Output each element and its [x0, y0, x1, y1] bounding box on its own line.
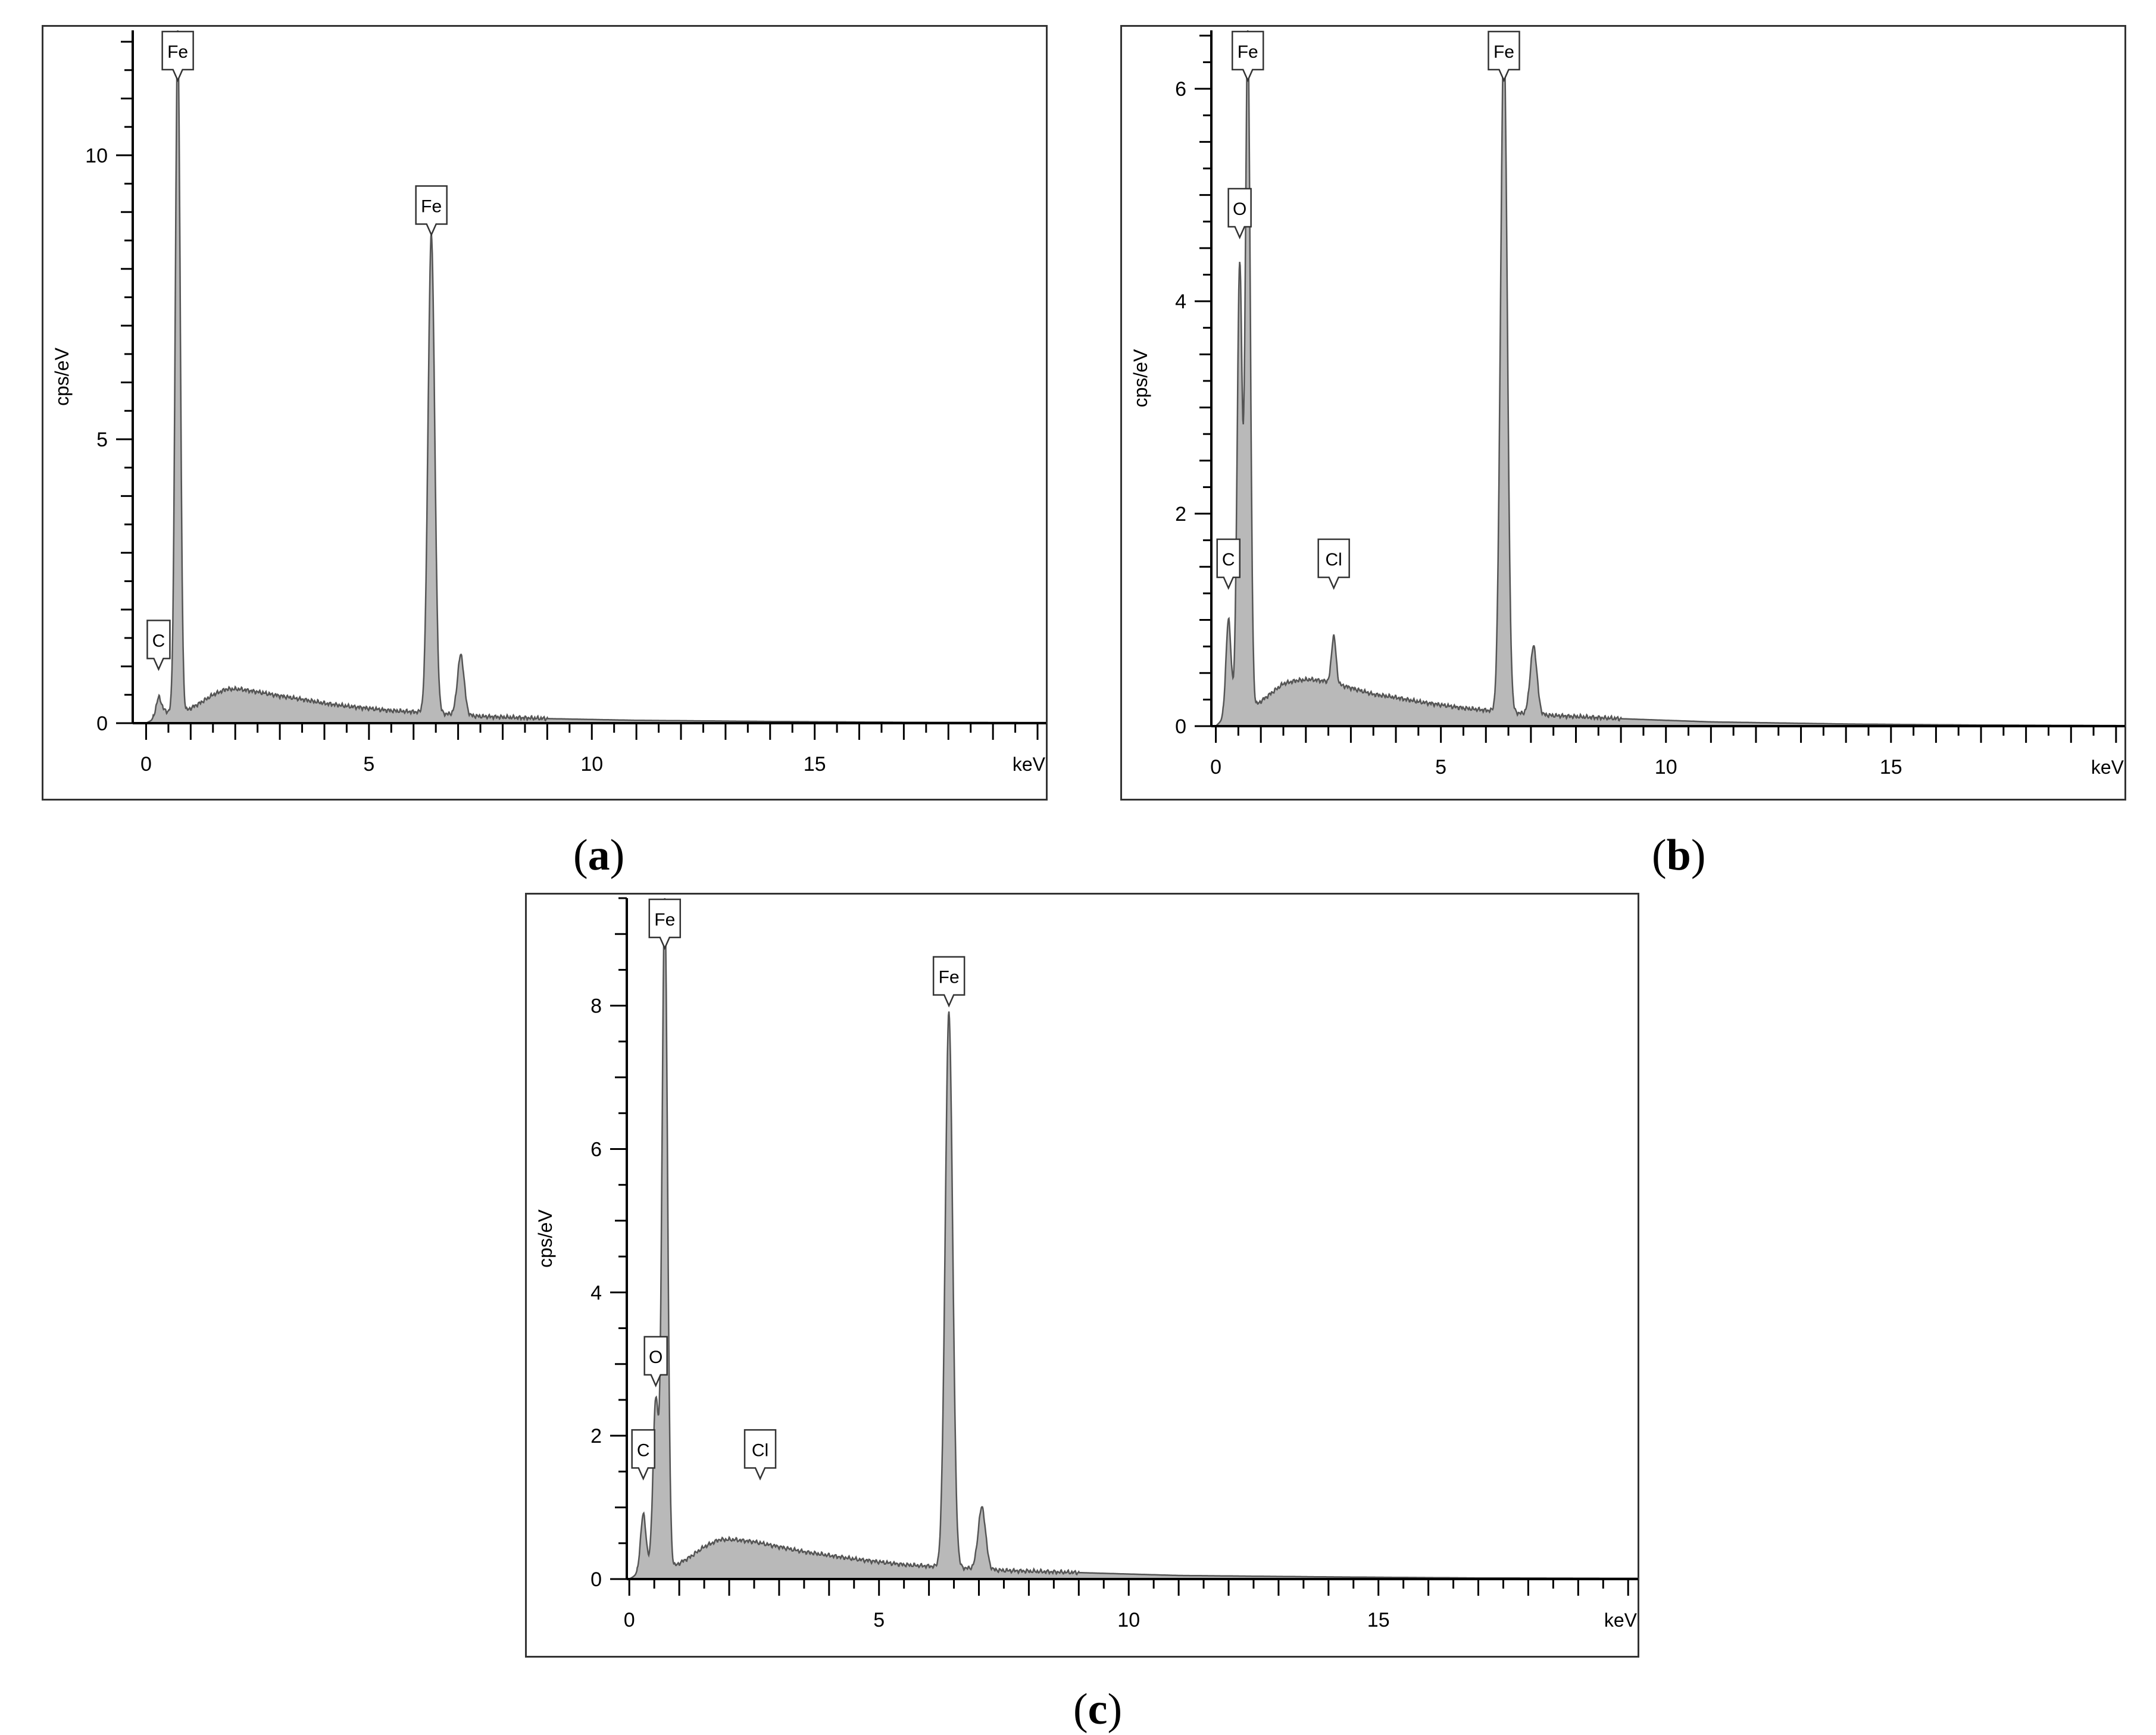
peak-label-text: Fe	[654, 910, 675, 930]
peak-label-text: C	[1222, 550, 1235, 570]
x-tick-label-a: 10	[580, 753, 603, 776]
peak-label-text: Fe	[167, 42, 188, 62]
caption-a-letter: a	[588, 831, 610, 880]
y-tick-label-b: 6	[1175, 78, 1186, 101]
peak-label-box	[146, 620, 171, 671]
x-tick-label-b: 0	[1210, 756, 1221, 779]
y-tick-label-c: 8	[590, 995, 602, 1018]
x-tick-label-c: 5	[873, 1609, 885, 1631]
caption-c: (c)	[1073, 1684, 1122, 1735]
peak-label-text: Fe	[1238, 42, 1258, 62]
caption-a-open: (	[573, 831, 588, 880]
y-tick-label-a: 0	[96, 712, 108, 735]
peak-label-box	[643, 1336, 668, 1387]
x-tick-label-b: 5	[1435, 756, 1446, 779]
peak-label-c-cl: Cl	[743, 1429, 777, 1481]
peak-label-box	[161, 30, 194, 83]
y-tick-label-b: 4	[1175, 290, 1186, 313]
y-axis-label-c: cps/eV	[535, 1209, 556, 1267]
caption-b-letter: b	[1666, 831, 1691, 880]
x-tick-label-b: 15	[1880, 756, 1902, 779]
peak-label-a-fe: Fe	[415, 185, 448, 237]
peak-label-text: Fe	[939, 968, 960, 987]
peak-label-c-fe: Fe	[932, 956, 965, 1008]
peak-label-box	[631, 1429, 655, 1481]
x-axis-label-b: keV	[2091, 756, 2124, 778]
peak-label-box	[1231, 30, 1264, 83]
y-tick-label-a: 10	[85, 145, 108, 167]
peak-label-box	[648, 898, 682, 951]
peak-label-c-o: O	[643, 1336, 668, 1387]
spectrum-area-a	[145, 30, 1048, 724]
caption-a-close: )	[610, 831, 625, 880]
x-tick-label-a: 15	[804, 753, 826, 776]
spectrum-area-c	[629, 898, 1639, 1580]
chart-b-svg: 0 5 10 15 keV 0 2 4 6 cps/eV C O Fe Cl Fe	[1130, 30, 2126, 779]
peak-label-b-fe: Fe	[1488, 30, 1520, 83]
x-tick-label-c: 15	[1367, 1609, 1390, 1631]
y-tick-label-c: 2	[590, 1425, 602, 1448]
caption-b: (b)	[1652, 830, 1705, 881]
caption-a: (a)	[573, 830, 624, 881]
y-tick-label-b: 2	[1175, 503, 1186, 526]
x-tick-label-a: 0	[140, 753, 152, 776]
chart-panel-c: 0 5 10 15 keV 0 2 4 6 8 cps/eV C O Fe Cl Fe	[525, 893, 1639, 1658]
peak-label-box	[1317, 538, 1350, 590]
peak-label-b-fe: Fe	[1231, 30, 1264, 83]
y-tick-label-a: 5	[96, 429, 108, 451]
peak-label-text: Cl	[1326, 550, 1342, 570]
chart-panel-b: 0 5 10 15 keV 0 2 4 6 cps/eV C O Fe Cl Fe	[1120, 25, 2126, 801]
caption-c-open: (	[1073, 1685, 1088, 1734]
peak-label-box	[743, 1429, 777, 1481]
peak-label-text: Fe	[421, 196, 442, 216]
peak-label-box	[1216, 538, 1241, 590]
x-tick-label-c: 10	[1117, 1609, 1140, 1631]
y-axis-label-a: cps/eV	[51, 347, 73, 405]
chart-c-svg: 0 5 10 15 keV 0 2 4 6 8 cps/eV C O Fe Cl Fe	[535, 897, 1639, 1631]
x-axis-label-c: keV	[1604, 1609, 1638, 1631]
y-tick-label-c: 4	[590, 1281, 602, 1304]
peak-label-text: Cl	[752, 1440, 768, 1460]
spectrum-area-b	[1215, 30, 2126, 727]
peak-label-box	[1227, 187, 1252, 240]
peak-label-text: C	[152, 631, 165, 651]
y-axis-label-b: cps/eV	[1130, 349, 1151, 407]
x-tick-label-b: 10	[1655, 756, 1677, 779]
peak-label-c-fe: Fe	[648, 898, 682, 951]
peak-label-b-cl: Cl	[1317, 538, 1350, 590]
peak-label-c-c: C	[631, 1429, 655, 1481]
x-tick-label-c: 0	[624, 1609, 635, 1631]
y-tick-label-c: 0	[590, 1568, 602, 1591]
peak-label-a-c: C	[146, 620, 171, 671]
peak-label-box	[415, 185, 448, 237]
peak-label-text: Fe	[1493, 42, 1514, 62]
x-axis-label-a: keV	[1013, 754, 1046, 775]
chart-a-svg: 0 5 10 15 keV 0 5 10 cps/eV C Fe Fe	[51, 30, 1048, 776]
caption-b-close: )	[1691, 831, 1706, 880]
peak-label-b-c: C	[1216, 538, 1241, 590]
peak-label-box	[1488, 30, 1520, 83]
peak-label-text: C	[637, 1440, 650, 1460]
peak-label-b-o: O	[1227, 187, 1252, 240]
caption-c-close: )	[1107, 1685, 1123, 1734]
y-tick-label-b: 0	[1175, 715, 1186, 738]
peak-label-text: O	[649, 1348, 663, 1367]
peak-label-a-fe: Fe	[161, 30, 194, 83]
peak-label-text: O	[1233, 199, 1246, 219]
caption-c-letter: c	[1088, 1685, 1108, 1734]
y-tick-label-c: 6	[590, 1138, 602, 1161]
caption-b-open: (	[1652, 831, 1667, 880]
chart-panel-a: 0 5 10 15 keV 0 5 10 cps/eV C Fe Fe	[42, 25, 1048, 801]
x-tick-label-a: 5	[363, 753, 374, 776]
peak-label-box	[932, 956, 965, 1008]
